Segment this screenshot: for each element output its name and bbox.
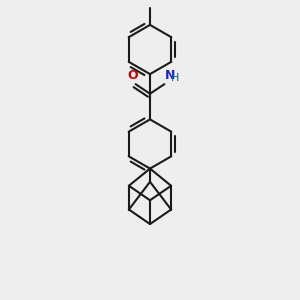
Text: H: H — [171, 73, 179, 82]
Text: N: N — [165, 69, 175, 82]
Text: O: O — [127, 69, 138, 82]
